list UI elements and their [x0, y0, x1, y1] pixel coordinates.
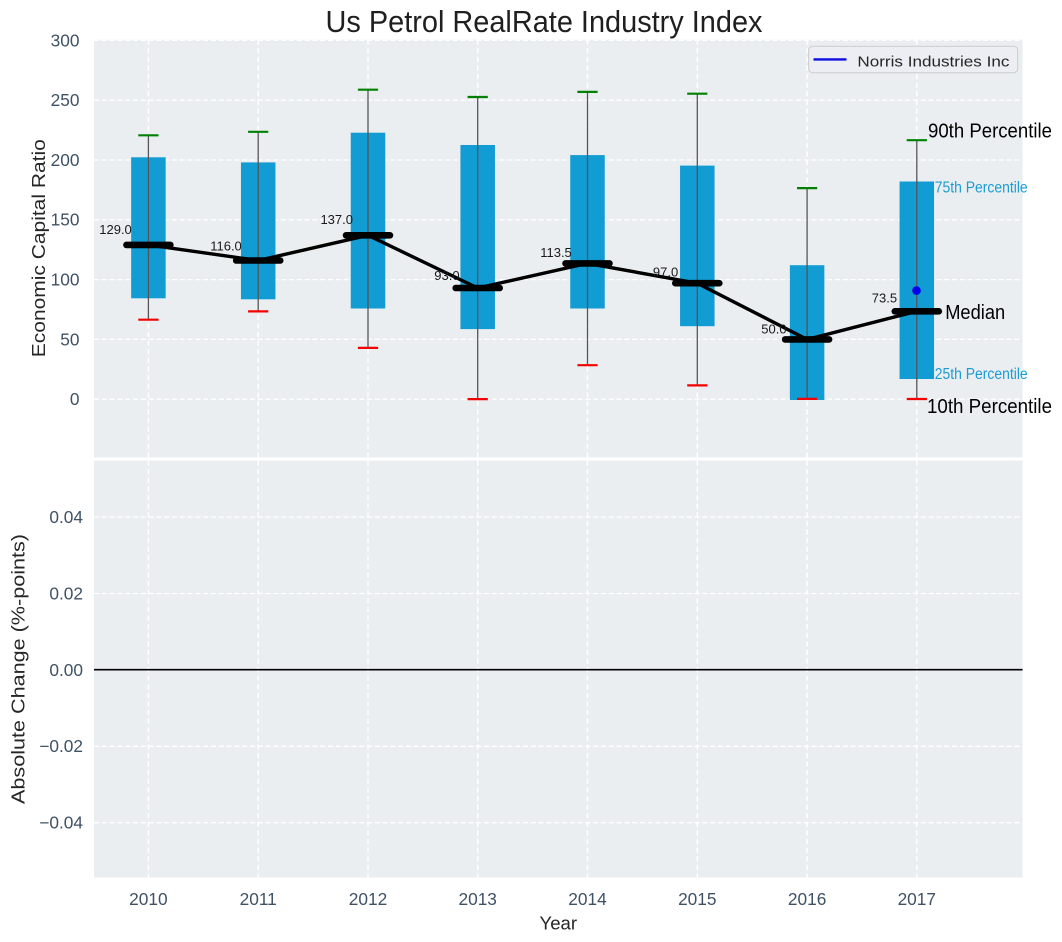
svg-text:Absolute Change (%-points): Absolute Change (%-points) — [8, 534, 29, 804]
svg-text:2013: 2013 — [458, 889, 496, 909]
svg-text:−0.02: −0.02 — [39, 736, 83, 756]
svg-text:300: 300 — [51, 30, 80, 50]
svg-text:73.5: 73.5 — [872, 291, 897, 306]
svg-text:0.02: 0.02 — [49, 583, 83, 603]
svg-text:Economic Capital Ratio: Economic Capital Ratio — [28, 139, 49, 357]
svg-text:0.00: 0.00 — [49, 660, 83, 680]
svg-text:50: 50 — [60, 329, 79, 349]
svg-text:2017: 2017 — [898, 889, 936, 909]
svg-text:113.5: 113.5 — [540, 245, 572, 260]
svg-text:116.0: 116.0 — [210, 239, 242, 254]
svg-text:Median: Median — [945, 301, 1005, 324]
svg-text:0.04: 0.04 — [49, 507, 83, 527]
svg-text:25th Percentile: 25th Percentile — [935, 366, 1028, 383]
svg-text:0: 0 — [70, 389, 80, 409]
svg-text:90th Percentile: 90th Percentile — [928, 119, 1052, 142]
svg-text:10th Percentile: 10th Percentile — [927, 395, 1052, 418]
svg-text:97.0: 97.0 — [653, 265, 678, 280]
svg-text:Norris Industries Inc: Norris Industries Inc — [857, 53, 1010, 70]
svg-text:50.0: 50.0 — [761, 321, 786, 336]
svg-text:Us Petrol RealRate Industry In: Us Petrol RealRate Industry Index — [326, 4, 763, 39]
svg-text:2016: 2016 — [788, 889, 826, 909]
svg-text:250: 250 — [51, 90, 80, 110]
svg-text:150: 150 — [51, 210, 80, 230]
svg-text:75th Percentile: 75th Percentile — [935, 179, 1028, 196]
svg-text:100: 100 — [51, 270, 80, 290]
svg-text:200: 200 — [51, 150, 80, 170]
svg-text:2014: 2014 — [568, 889, 607, 909]
svg-text:93.0: 93.0 — [434, 268, 459, 283]
svg-text:Year: Year — [540, 913, 578, 934]
svg-text:2015: 2015 — [678, 889, 716, 909]
svg-text:2011: 2011 — [240, 889, 277, 909]
svg-text:2010: 2010 — [129, 889, 167, 909]
svg-text:2012: 2012 — [349, 889, 387, 909]
svg-text:−0.04: −0.04 — [39, 813, 83, 833]
svg-text:129.0: 129.0 — [99, 222, 132, 237]
svg-text:137.0: 137.0 — [320, 212, 353, 227]
